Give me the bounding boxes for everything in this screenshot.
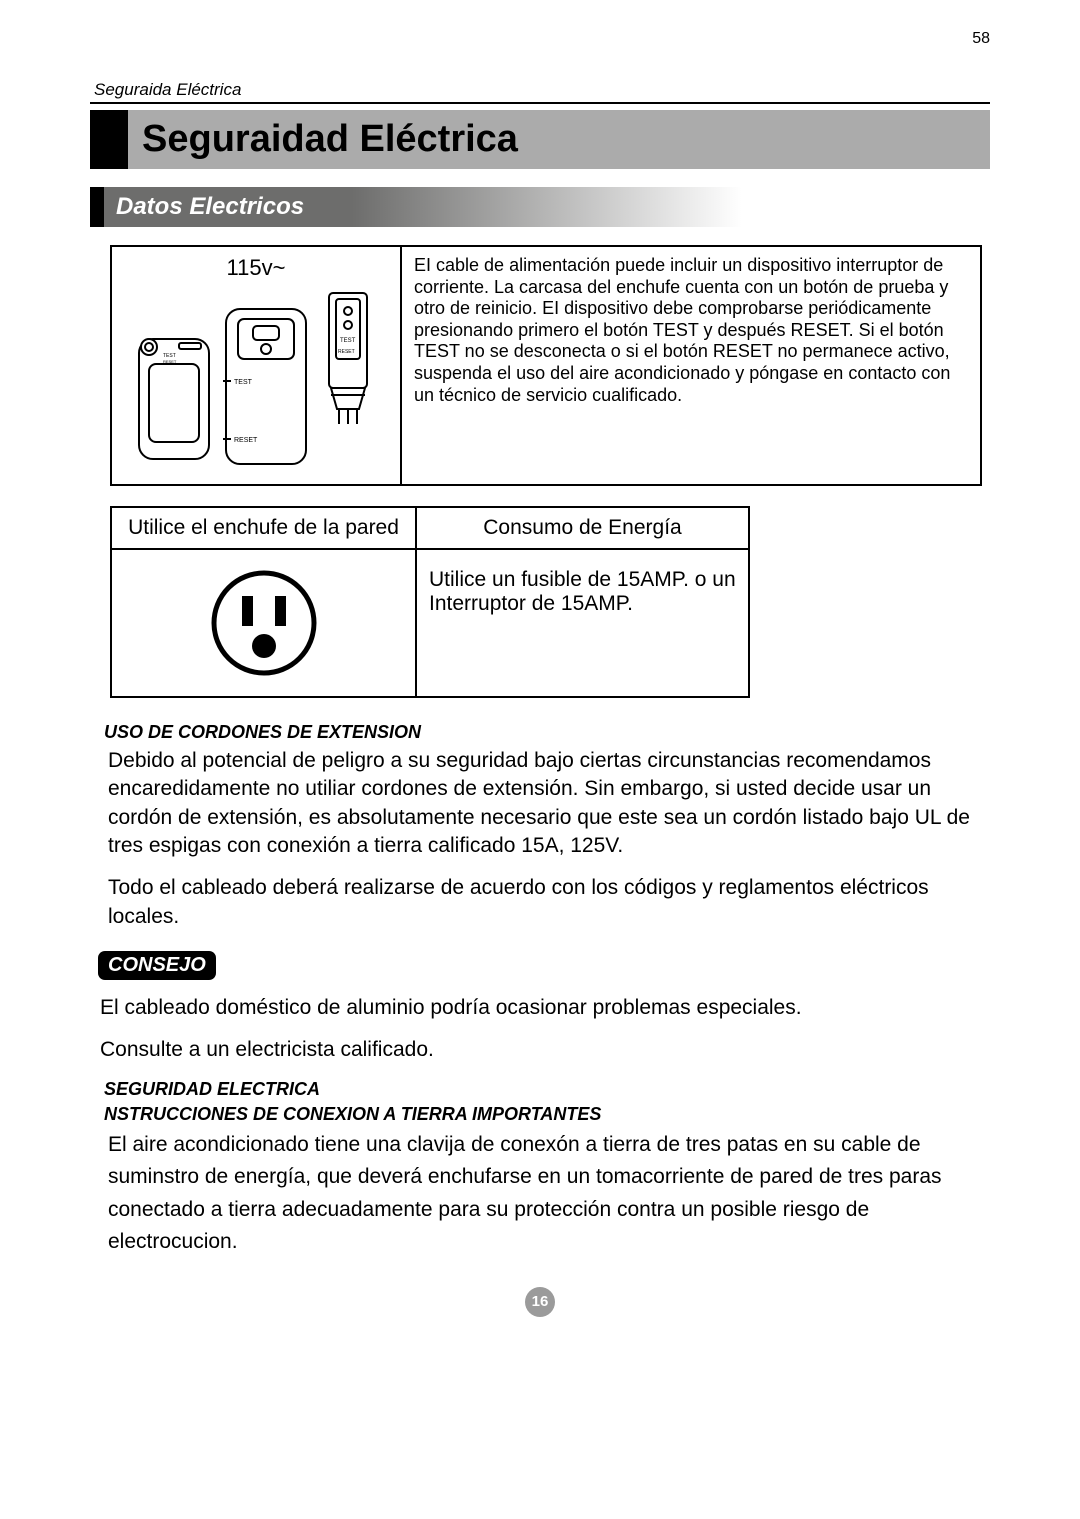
plug-body-right: Utilice un fusible de 15AMP. o un Interr… — [417, 550, 748, 696]
svg-text:RESET: RESET — [234, 437, 258, 444]
running-header: Seguraida Eléctrica — [90, 80, 990, 100]
plug-body-left — [112, 550, 417, 696]
device-diagram: TEST RESET TEST RESET — [131, 289, 381, 469]
footer-page-circle: 16 — [525, 1287, 555, 1317]
plug-header-left: Utilice el enchufe de la pared — [112, 508, 417, 548]
header-rule — [90, 102, 990, 104]
page-title: Seguraidad Eléctrica — [142, 118, 976, 161]
plug-table-body: Utilice un fusible de 15AMP. o un Interr… — [112, 550, 748, 696]
section-accent — [90, 187, 104, 227]
manual-page: 58 Seguraida Eléctrica Seguraidad Eléctr… — [0, 0, 1080, 1357]
consejo-paragraph-2: Consulte a un electricista calificado. — [100, 1036, 972, 1064]
title-accent-block — [90, 110, 128, 169]
safety-heading-1: SEGURIDAD ELECTRICA — [104, 1079, 990, 1100]
extension-paragraph-1: Debido al potencial de peligro a su segu… — [108, 747, 972, 860]
section-title: Datos Electricos — [104, 187, 990, 227]
svg-text:RESET: RESET — [338, 349, 355, 355]
svg-text:TEST: TEST — [340, 338, 356, 344]
info-box: 115v~ TEST RESET — [110, 245, 982, 486]
footer-page-number: 16 — [90, 1287, 990, 1317]
plug-table: Utilice el enchufe de la pared Consumo d… — [110, 506, 750, 698]
title-grey-bar: Seguraidad Eléctrica — [128, 110, 990, 169]
section-bar: Datos Electricos — [90, 187, 990, 227]
info-box-left: 115v~ TEST RESET — [112, 247, 402, 484]
voltage-label: 115v~ — [122, 255, 390, 281]
outlet-icon — [209, 568, 319, 678]
title-bar: Seguraidad Eléctrica — [90, 110, 990, 169]
page-number-top: 58 — [972, 30, 990, 48]
safety-heading-2: NSTRUCCIONES DE CONEXION A TIERRA IMPORT… — [104, 1104, 990, 1125]
svg-text:TEST: TEST — [234, 379, 253, 386]
consejo-paragraph-1: El cableado doméstico de aluminio podría… — [100, 994, 972, 1022]
info-box-text: EI cable de alimentación puede incluir u… — [402, 247, 980, 484]
plug-table-header: Utilice el enchufe de la pared Consumo d… — [112, 508, 748, 550]
plug-header-right: Consumo de Energía — [417, 508, 748, 548]
svg-text:RESET: RESET — [163, 359, 177, 364]
safety-body: El aire acondicionado tiene una clavija … — [108, 1129, 972, 1259]
consejo-badge: CONSEJO — [98, 951, 216, 980]
extension-heading: USO DE CORDONES DE EXTENSION — [104, 722, 990, 743]
extension-paragraph-2: Todo el cableado deberá realizarse de ac… — [108, 874, 972, 931]
